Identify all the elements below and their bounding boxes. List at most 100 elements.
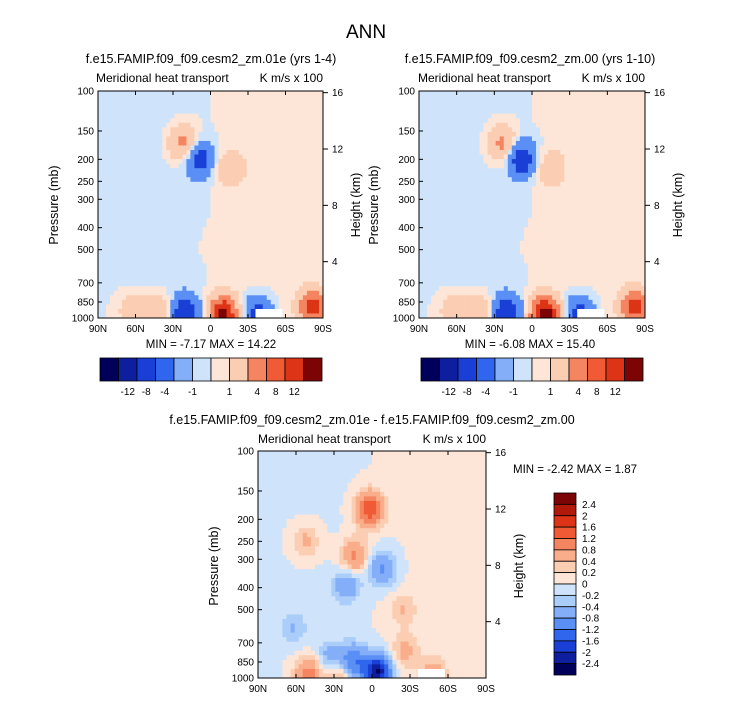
field-cell — [202, 140, 207, 146]
field-cell — [544, 249, 549, 255]
field-cell — [298, 118, 304, 124]
field-cell — [499, 91, 505, 96]
field-cell — [238, 199, 244, 205]
field-cell — [483, 213, 489, 219]
field-cell — [564, 195, 569, 201]
field-cell — [158, 290, 163, 296]
field-cell — [302, 249, 308, 255]
field-cell — [616, 91, 622, 96]
field-cell — [106, 249, 111, 255]
field-cell — [198, 159, 203, 165]
field-cell — [483, 104, 489, 110]
field-cell — [471, 95, 476, 101]
field-cell — [286, 304, 292, 310]
field-cell — [166, 258, 171, 264]
field-cell — [515, 227, 521, 233]
field-cell — [198, 236, 203, 242]
field-cell — [158, 240, 163, 246]
field-cell — [519, 122, 525, 128]
field-cell — [511, 213, 517, 219]
field-cell — [584, 154, 589, 160]
field-cell — [98, 213, 103, 219]
field-cell — [483, 109, 489, 115]
field-cell — [318, 136, 324, 142]
field-cell — [234, 231, 240, 237]
field-cell — [234, 222, 240, 228]
field-cell — [612, 118, 618, 124]
field-cell — [190, 258, 195, 264]
field-cell — [604, 113, 610, 119]
field-cell — [556, 231, 561, 237]
field-cell — [431, 209, 436, 214]
field-cell — [451, 227, 456, 233]
field-cell — [158, 177, 163, 183]
field-cell — [318, 195, 324, 201]
field-cell — [154, 254, 159, 260]
field-cell — [106, 295, 111, 301]
field-cell — [576, 150, 581, 155]
field-cell — [624, 254, 630, 260]
field-cell — [628, 118, 634, 124]
field-cell — [134, 304, 139, 310]
field-cell — [218, 258, 223, 264]
field-cell — [102, 240, 107, 246]
field-cell — [162, 159, 167, 165]
field-cell — [118, 254, 123, 260]
field-cell — [122, 218, 127, 224]
field-cell — [463, 122, 468, 128]
field-cell — [138, 154, 143, 160]
field-cell — [110, 172, 115, 178]
field-cell — [471, 227, 476, 233]
field-cell — [258, 195, 264, 201]
field-cell — [254, 113, 260, 119]
field-cell — [576, 186, 581, 192]
field-cell — [455, 145, 460, 151]
field-cell — [250, 304, 256, 310]
field-cell — [254, 95, 260, 101]
field-cell — [286, 199, 292, 205]
field-cell — [146, 163, 151, 169]
field-cell — [314, 177, 320, 183]
field-cell — [102, 109, 107, 115]
field-cell — [632, 181, 638, 187]
field-cell — [572, 127, 577, 133]
field-cell — [576, 181, 581, 187]
field-cell — [214, 258, 219, 264]
field-cell — [206, 100, 211, 106]
field-cell — [270, 109, 276, 115]
field-cell — [162, 181, 167, 187]
field-cell — [170, 222, 175, 228]
field-cell — [608, 109, 614, 115]
field-cell — [572, 222, 577, 228]
field-cell — [182, 277, 187, 283]
field-cell — [499, 218, 505, 224]
field-cell — [588, 245, 593, 251]
field-cell — [118, 299, 123, 305]
field-cell — [628, 127, 634, 133]
field-cell — [495, 249, 501, 255]
field-cell — [451, 127, 456, 133]
field-cell — [290, 122, 296, 128]
field-cell — [588, 145, 593, 151]
field-cell — [222, 295, 227, 301]
field-cell — [246, 286, 252, 292]
field-cell — [499, 213, 505, 219]
field-cell — [475, 245, 480, 251]
field-cell — [186, 109, 191, 115]
field-cell — [596, 168, 602, 174]
field-cell — [560, 209, 565, 214]
field-cell — [98, 295, 103, 301]
field-cell — [515, 181, 521, 187]
field-cell — [443, 213, 448, 219]
field-cell — [298, 313, 304, 319]
field-cell — [146, 263, 151, 269]
field-cell — [560, 231, 565, 237]
field-cell — [142, 313, 147, 319]
field-cell — [222, 177, 227, 183]
field-cell — [286, 118, 292, 124]
field-cell — [620, 91, 626, 96]
field-cell — [126, 213, 131, 219]
field-cell — [218, 145, 223, 151]
field-cell — [423, 204, 428, 210]
field-cell — [98, 145, 103, 151]
